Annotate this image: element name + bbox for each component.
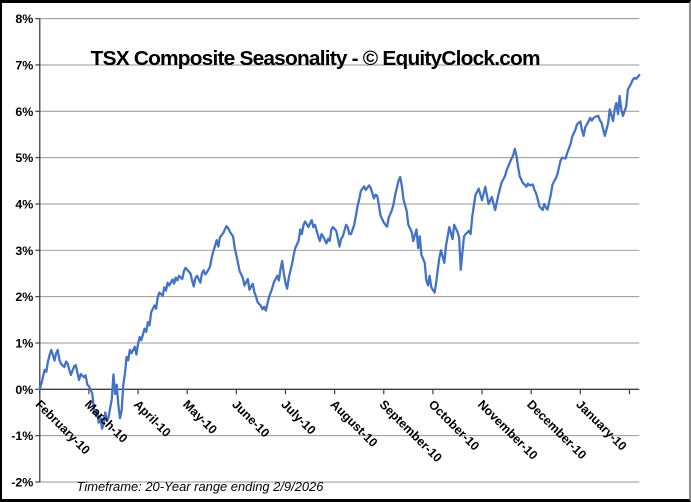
series-layer xyxy=(38,73,641,430)
x-axis-label: April-10 xyxy=(131,397,174,439)
y-axis-label: 8% xyxy=(15,12,33,26)
x-axis-label: August-10 xyxy=(328,397,381,450)
y-axis-label: 2% xyxy=(15,290,33,304)
seasonality-line xyxy=(38,73,641,430)
y-axis-label: 6% xyxy=(15,105,33,119)
y-axis-label: -1% xyxy=(11,429,33,443)
y-axis-label: -2% xyxy=(11,476,33,490)
y-axis-label: 3% xyxy=(15,244,33,258)
chart-title: TSX Composite Seasonality - © EquityCloc… xyxy=(91,47,540,70)
x-axis-label: May-10 xyxy=(180,397,220,437)
timeframe-note: Timeframe: 20-Year range ending 2/9/2026 xyxy=(77,479,325,494)
x-axis-label: July-10 xyxy=(278,397,318,437)
y-axis-label: 0% xyxy=(15,383,33,397)
axis-label-layer: 8%7%6%5%4%3%2%1%0%-1%-2%February-10March… xyxy=(11,12,629,489)
y-axis-label: 1% xyxy=(15,337,33,351)
x-axis-label: June-10 xyxy=(229,397,272,440)
gridline-layer xyxy=(35,18,640,483)
y-axis-label: 7% xyxy=(15,59,33,73)
y-axis-label: 5% xyxy=(15,151,33,165)
y-axis-label: 4% xyxy=(15,198,33,212)
seasonality-chart: 8%7%6%5%4%3%2%1%0%-1%-2%February-10March… xyxy=(11,12,641,494)
